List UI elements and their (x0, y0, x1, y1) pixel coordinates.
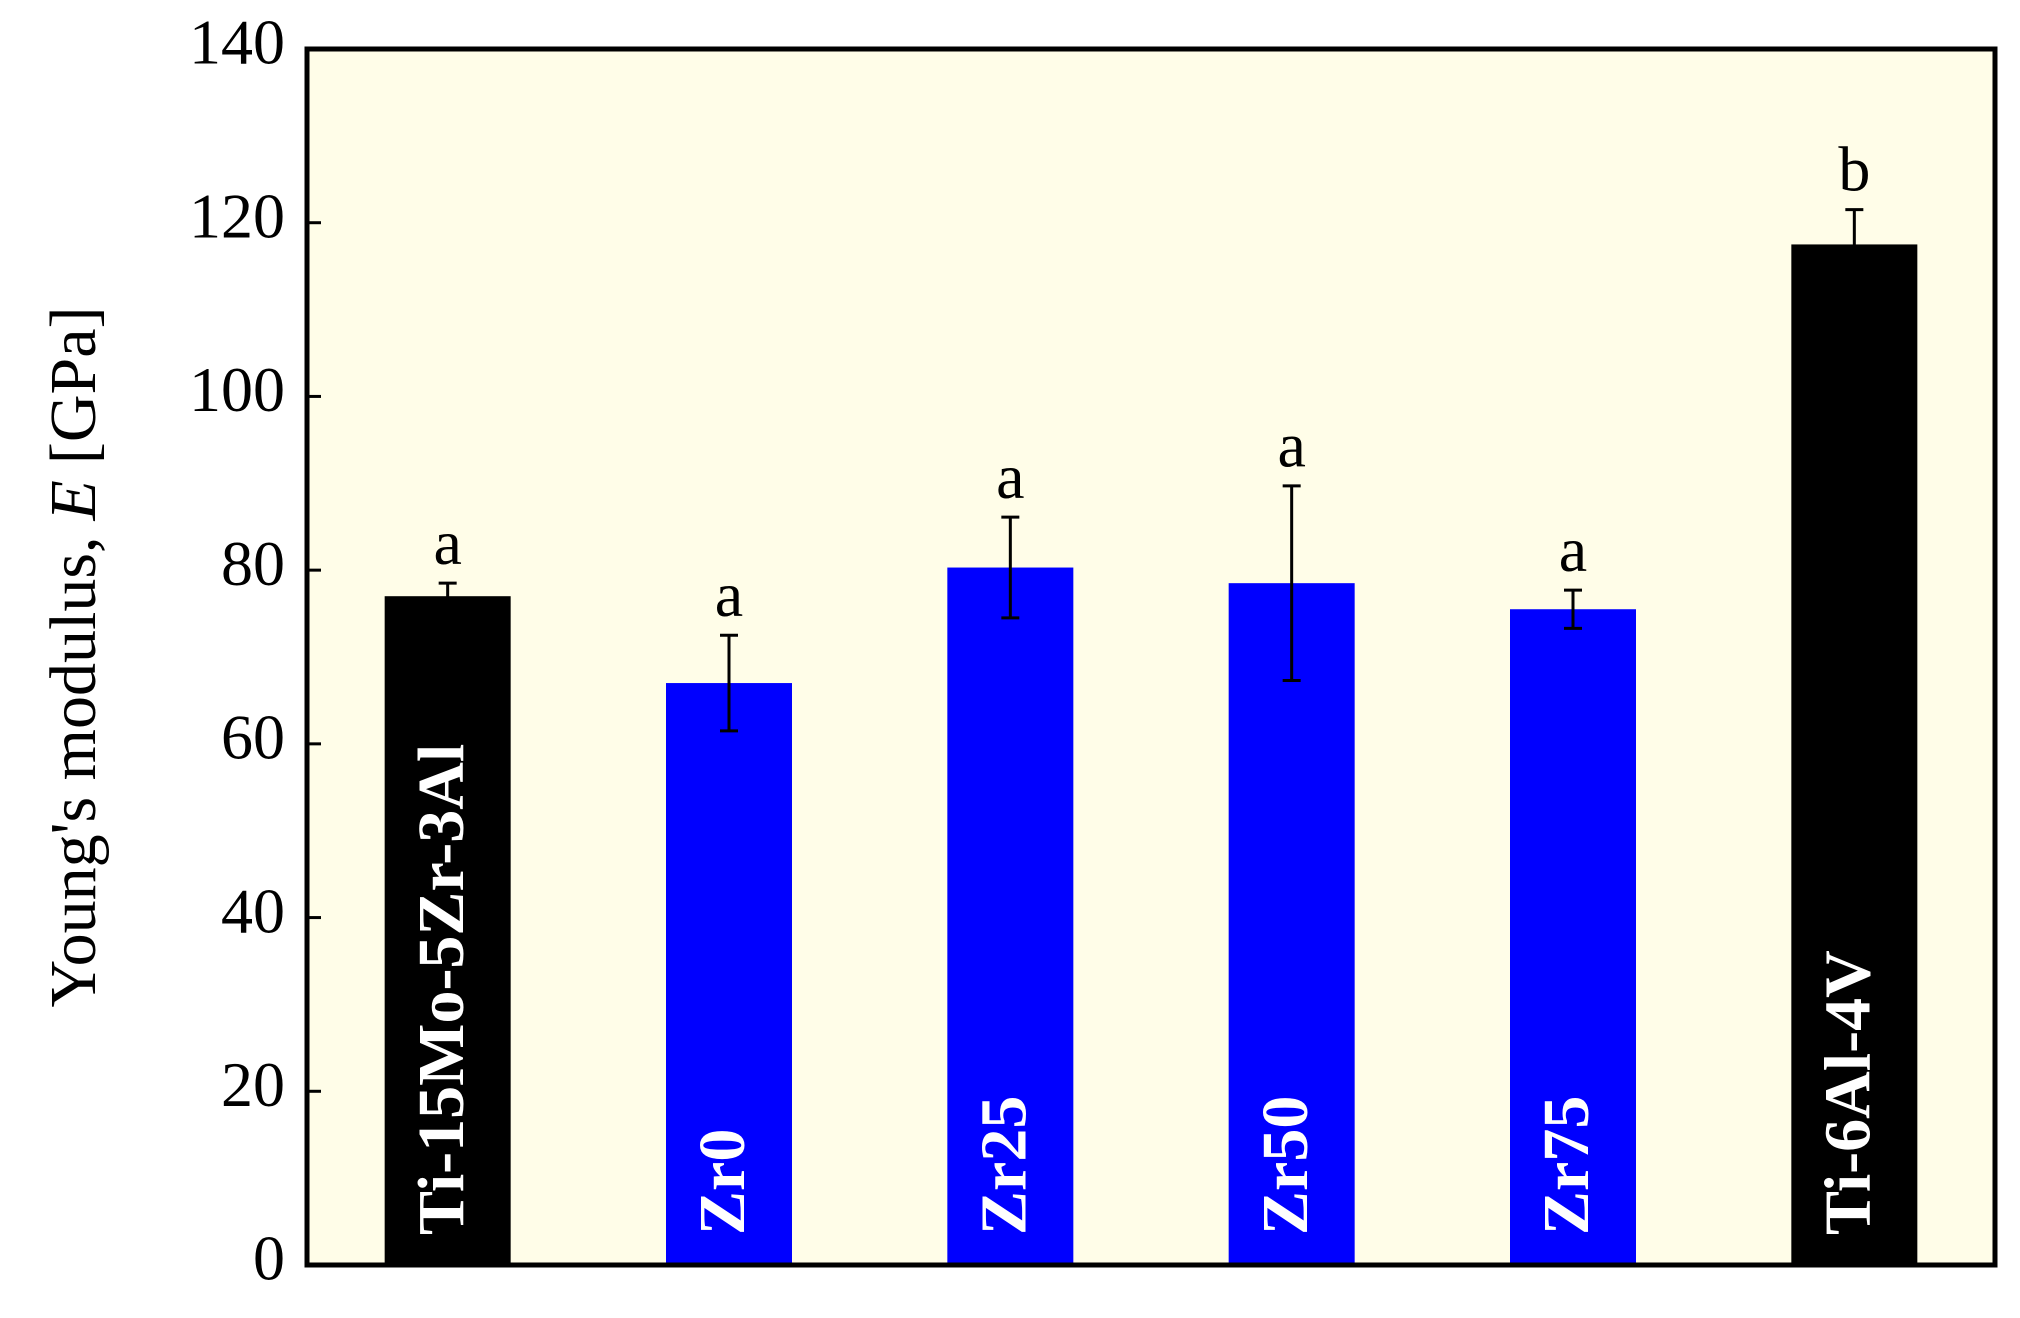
y-axis-label-part: [GPa] (37, 307, 110, 465)
bar (1228, 583, 1355, 1265)
category-label: Ti-6Al-4V (1811, 950, 1884, 1235)
bar (1510, 609, 1636, 1265)
y-tick-label: 40 (221, 875, 285, 946)
y-tick-label: 80 (221, 528, 285, 599)
significance-letter: a (715, 559, 743, 630)
error-bar (1845, 208, 1864, 281)
category-label: Zr25 (967, 1096, 1040, 1235)
bar (1791, 244, 1918, 1265)
significance-letter: a (1559, 514, 1587, 585)
category-label: Zr75 (1530, 1096, 1603, 1235)
significance-letter: a (996, 441, 1024, 512)
bar (384, 596, 511, 1265)
significance-letter: b (1838, 133, 1870, 204)
y-axis-label-part: E (37, 480, 110, 521)
bar (947, 567, 1074, 1265)
y-axis-label-part: Young's modulus, (37, 536, 110, 1007)
plot-frame (304, 46, 1998, 1268)
y-tick-label: 0 (253, 1223, 285, 1294)
error-bar (1282, 484, 1301, 682)
category-label: Zr50 (1249, 1096, 1322, 1235)
significance-letter: a (1277, 410, 1305, 481)
y-tick-label: 140 (189, 7, 285, 78)
error-bar (1001, 515, 1020, 620)
category-label: Ti-15Mo-5Zr-3Al (405, 744, 478, 1235)
y-tick-label: 60 (221, 702, 285, 773)
plot-background (307, 49, 1995, 1265)
category-label: Zr0 (686, 1129, 759, 1235)
y-tick-label: 20 (221, 1049, 285, 1120)
error-bar (438, 581, 457, 611)
bar (666, 683, 792, 1265)
y-axis-label: Young's modulus, E [GPa] (37, 307, 110, 1008)
y-tick-label: 100 (189, 354, 285, 425)
significance-letter: a (433, 507, 461, 578)
error-bar (1564, 588, 1582, 630)
error-bar (720, 633, 738, 733)
y-tick-label: 120 (189, 180, 285, 251)
